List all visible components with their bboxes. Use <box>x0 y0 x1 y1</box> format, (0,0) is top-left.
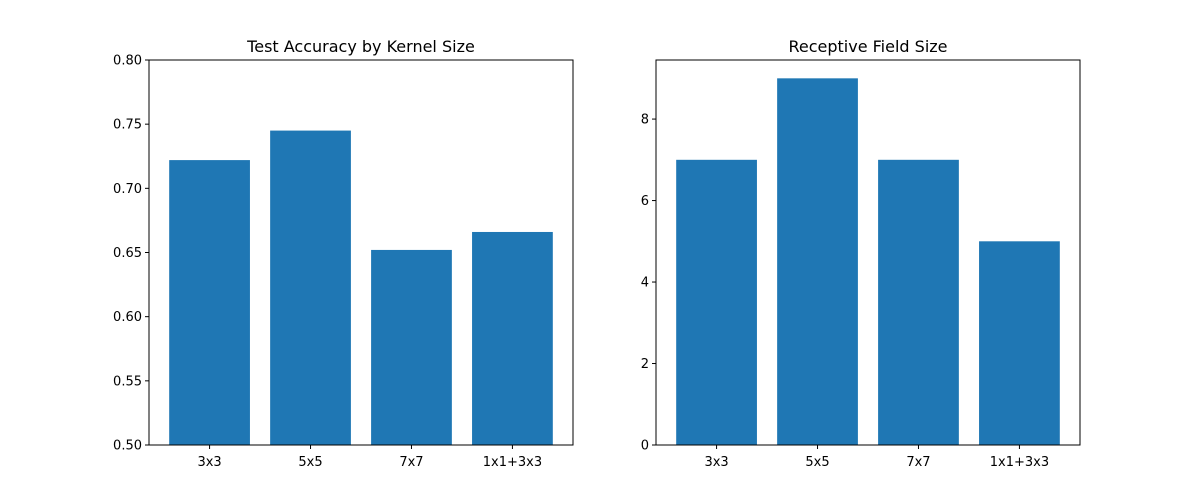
y-tick-label: 8 <box>641 113 649 128</box>
y-tick-label: 0 <box>641 439 649 454</box>
x-tick-label: 3x3 <box>197 455 221 470</box>
y-tick-label: 0.60 <box>113 310 142 325</box>
x-tick-label: 5x5 <box>805 455 829 470</box>
x-axis-ticks: 3x3 5x5 7x7 1x1+3x3 <box>704 445 1049 470</box>
bar-7x7 <box>371 249 452 445</box>
bar-5x5 <box>270 130 351 445</box>
x-tick-label: 3x3 <box>704 455 728 470</box>
bar-7x7 <box>878 159 959 445</box>
bar-group <box>676 78 1060 445</box>
x-tick-label: 7x7 <box>399 455 423 470</box>
x-tick-label: 1x1+3x3 <box>483 455 542 470</box>
axes-frame <box>148 59 574 446</box>
x-tick-label: 7x7 <box>906 455 930 470</box>
y-tick-label: 0.75 <box>113 118 142 133</box>
x-axis-ticks: 3x3 5x5 7x7 1x1+3x3 <box>197 445 542 470</box>
x-tick-label: 5x5 <box>298 455 322 470</box>
bar-group <box>169 130 553 445</box>
y-tick-label: 0.80 <box>113 54 142 69</box>
chart-title: Receptive Field Size <box>788 37 947 56</box>
y-tick-label: 0.65 <box>113 246 142 261</box>
chart-title: Test Accuracy by Kernel Size <box>246 37 475 56</box>
receptive-field-chart: Receptive Field Size 3x3 5x5 7x7 1x1+3x3 0 2… <box>641 37 1081 470</box>
bar-1x1+3x3 <box>472 231 553 445</box>
y-tick-label: 2 <box>641 357 649 372</box>
accuracy-chart: Test Accuracy by Kernel Size 3x3 5x5 7x7 1x… <box>113 37 574 470</box>
axes-frame <box>655 59 1081 446</box>
y-axis-ticks: 0.50 0.55 0.60 0.65 0.70 0.75 0.80 <box>113 54 149 454</box>
bar-5x5 <box>777 78 858 445</box>
y-tick-label: 0.70 <box>113 182 142 197</box>
y-tick-label: 0.55 <box>113 374 142 389</box>
y-tick-label: 6 <box>641 194 649 209</box>
y-tick-label: 0.50 <box>113 439 142 454</box>
bar-3x3 <box>169 160 250 445</box>
bar-1x1+3x3 <box>979 241 1060 445</box>
y-axis-ticks: 0 2 4 6 8 <box>641 113 656 454</box>
bar-3x3 <box>676 159 757 445</box>
x-tick-label: 1x1+3x3 <box>990 455 1049 470</box>
y-tick-label: 4 <box>641 276 649 291</box>
